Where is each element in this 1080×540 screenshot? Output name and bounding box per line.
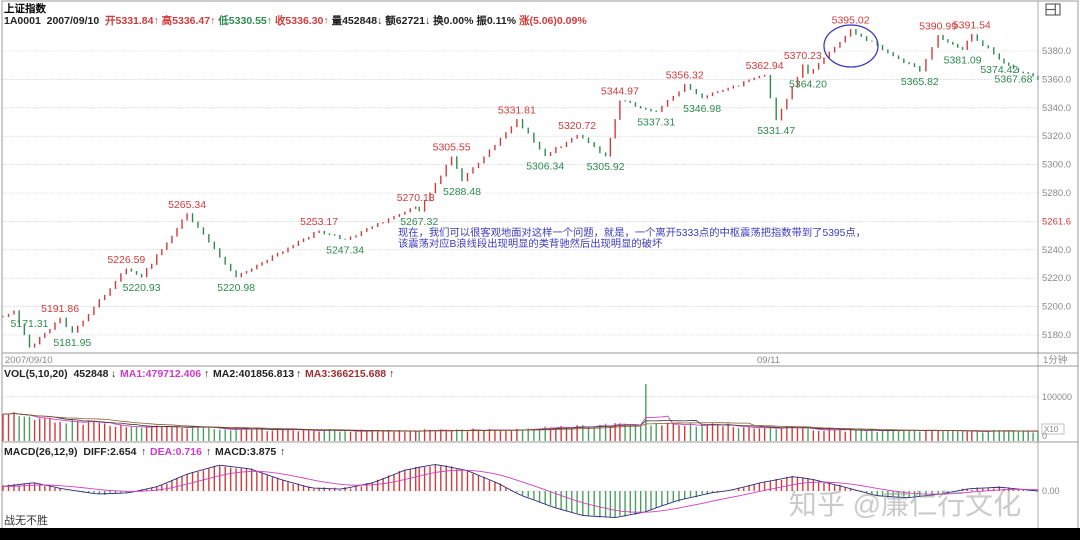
svg-text:5381.09: 5381.09	[944, 54, 982, 66]
svg-text:5360.0: 5360.0	[1042, 74, 1071, 85]
svg-text:5270.13: 5270.13	[397, 192, 435, 204]
svg-text:5261.6: 5261.6	[1042, 216, 1071, 227]
svg-text:5247.34: 5247.34	[326, 244, 364, 256]
svg-text:5220.93: 5220.93	[123, 282, 161, 294]
svg-text:5191.86: 5191.86	[41, 303, 79, 315]
svg-text:5220.98: 5220.98	[217, 282, 255, 294]
svg-text:↑: ↑	[206, 446, 211, 458]
svg-text:5346.98: 5346.98	[683, 103, 721, 115]
svg-text:战无不胜: 战无不胜	[4, 513, 48, 527]
svg-text:5300.0: 5300.0	[1042, 160, 1071, 171]
svg-text:DEA:0.716: DEA:0.716	[150, 446, 202, 458]
svg-text:X10: X10	[1044, 425, 1059, 434]
svg-text:5337.31: 5337.31	[637, 117, 675, 129]
svg-text:MACD(26,12,9) DIFF:2.654: MACD(26,12,9) DIFF:2.654	[4, 446, 137, 458]
svg-text:↑: ↑	[296, 368, 301, 380]
svg-text:5331.81: 5331.81	[498, 104, 536, 116]
svg-text:VOL(5,10,20) 452848: VOL(5,10,20) 452848	[4, 368, 109, 380]
svg-text:5240.0: 5240.0	[1042, 245, 1071, 256]
svg-text:MA1:479712.406: MA1:479712.406	[120, 368, 201, 380]
svg-text:5288.48: 5288.48	[443, 186, 481, 198]
svg-text:5305.92: 5305.92	[587, 161, 625, 173]
svg-text:5267.32: 5267.32	[400, 216, 438, 228]
svg-text:5331.47: 5331.47	[757, 125, 795, 137]
svg-text:5305.55: 5305.55	[433, 142, 471, 154]
svg-text:↑: ↑	[141, 446, 146, 458]
svg-text:5220.0: 5220.0	[1042, 273, 1071, 284]
svg-text:5344.97: 5344.97	[601, 86, 639, 98]
svg-text:5364.20: 5364.20	[789, 78, 827, 90]
svg-text:↑: ↑	[204, 368, 209, 380]
svg-text:↑: ↑	[389, 368, 394, 380]
svg-text:5253.17: 5253.17	[300, 216, 338, 228]
svg-text:09/11: 09/11	[757, 355, 780, 366]
svg-text:5320.72: 5320.72	[558, 120, 596, 132]
svg-text:5226.59: 5226.59	[107, 254, 145, 266]
svg-text:5365.82: 5365.82	[901, 76, 939, 88]
svg-text:1分钟: 1分钟	[1043, 354, 1067, 366]
svg-text:5370.23: 5370.23	[784, 50, 822, 62]
svg-text:5340.0: 5340.0	[1042, 103, 1071, 114]
svg-text:↓: ↓	[111, 368, 116, 380]
svg-text:↑: ↑	[280, 446, 285, 458]
svg-text:5181.95: 5181.95	[53, 337, 91, 349]
svg-text:5380.0: 5380.0	[1042, 46, 1071, 57]
svg-text:5390.99: 5390.99	[919, 20, 957, 32]
svg-text:5356.32: 5356.32	[666, 70, 704, 82]
svg-text:5171.31: 5171.31	[11, 318, 49, 330]
svg-text:5180.0: 5180.0	[1042, 330, 1071, 341]
svg-text:5200.0: 5200.0	[1042, 302, 1071, 313]
svg-text:现在，我们可以很客观地面对这样一个问题，就是，一个离开533: 现在，我们可以很客观地面对这样一个问题，就是，一个离开5333点的中枢震荡把指数…	[398, 226, 866, 239]
svg-text:MACD:3.875: MACD:3.875	[215, 446, 276, 458]
svg-text:5265.34: 5265.34	[168, 199, 206, 211]
svg-text:5320.0: 5320.0	[1042, 131, 1071, 142]
svg-text:5367.68: 5367.68	[995, 73, 1033, 85]
svg-text:该震荡对应B浪线段出现明显的类背驰然后出现明显的破坏: 该震荡对应B浪线段出现明显的类背驰然后出现明显的破坏	[398, 237, 663, 250]
svg-text:5306.34: 5306.34	[526, 161, 564, 173]
svg-text:5391.54: 5391.54	[953, 20, 991, 32]
svg-text:100000: 100000	[1042, 392, 1072, 402]
svg-text:MA2:401856.813: MA2:401856.813	[213, 368, 294, 380]
svg-text:5362.94: 5362.94	[746, 60, 784, 72]
svg-text:2007/09/10: 2007/09/10	[5, 355, 53, 366]
svg-text:5280.0: 5280.0	[1042, 188, 1071, 199]
svg-text:MA3:366215.688: MA3:366215.688	[305, 368, 386, 380]
